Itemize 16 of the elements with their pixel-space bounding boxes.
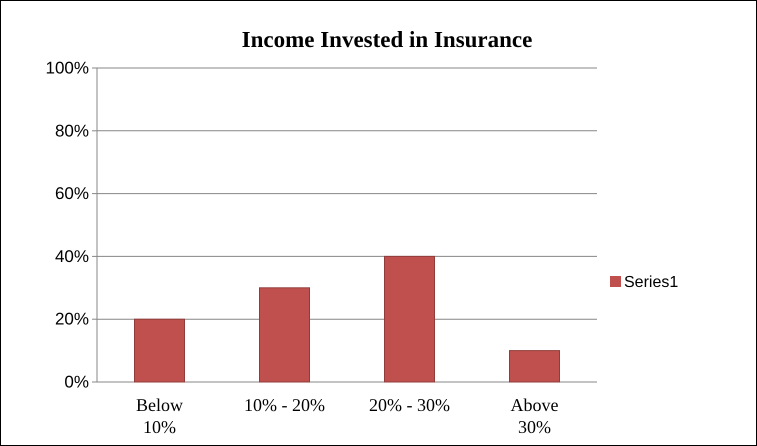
y-tick-label: 80%	[54, 121, 89, 140]
y-tick-label: 40%	[54, 246, 89, 266]
x-tick-label: Above 30%	[510, 395, 558, 437]
bar	[384, 256, 435, 382]
y-tick-label: 100%	[46, 58, 89, 78]
y-tick-label: 60%	[54, 184, 89, 204]
bar	[134, 318, 185, 382]
y-tick-label: 0%	[64, 372, 89, 392]
x-tick-label: 10% - 20%	[244, 395, 325, 415]
bar	[259, 287, 310, 382]
y-tick-label: 20%	[54, 310, 89, 329]
legend-label: Series1	[624, 274, 678, 291]
chart-title: Income Invested in Insurance	[242, 27, 532, 52]
bar	[509, 350, 560, 382]
x-tick-label: Below 10%	[136, 395, 183, 437]
x-tick-label: 20% - 30%	[369, 395, 450, 415]
